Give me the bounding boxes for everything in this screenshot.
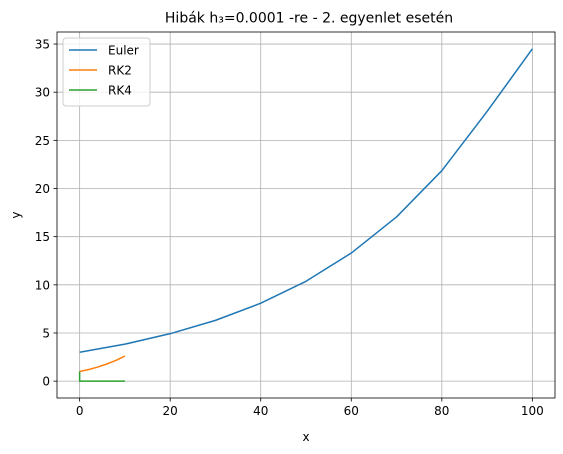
- ticks: 0 20 40 60 80 100 0 5 10 15 20 25 30 35: [35, 38, 544, 418]
- x-tick-label: 80: [434, 404, 449, 418]
- x-tick-label: 40: [253, 404, 268, 418]
- x-tick-label: 20: [163, 404, 178, 418]
- legend: Euler RK2 RK4: [62, 37, 151, 107]
- grid: [57, 32, 555, 398]
- x-axis-label: x: [302, 430, 309, 444]
- plot-frame: [56, 31, 556, 399]
- legend-frame: [62, 37, 151, 107]
- y-tick-label: 20: [35, 182, 50, 196]
- legend-label-euler: Euler: [108, 44, 139, 58]
- x-tick-label: 60: [344, 404, 359, 418]
- y-tick-label: 35: [35, 38, 50, 52]
- x-tick-label: 0: [76, 404, 84, 418]
- y-tick-label: 25: [35, 134, 50, 148]
- chart-title: Hibák h₃=0.0001 -re - 2. egyenlet esetén: [165, 11, 453, 27]
- legend-label-rk4: RK4: [108, 84, 132, 98]
- y-tick-label: 5: [42, 326, 50, 340]
- y-tick-label: 10: [35, 278, 50, 292]
- series-line-rk4: [78, 371, 125, 382]
- series-lines: [78, 48, 533, 382]
- series-line-rk2: [79, 355, 126, 373]
- series-line-euler: [79, 48, 533, 353]
- legend-label-rk2: RK2: [108, 64, 132, 78]
- y-tick-label: 0: [42, 375, 50, 389]
- x-tick-label: 100: [521, 404, 544, 418]
- y-axis-label: y: [9, 211, 23, 218]
- y-tick-label: 15: [35, 230, 50, 244]
- y-tick-label: 30: [35, 86, 50, 100]
